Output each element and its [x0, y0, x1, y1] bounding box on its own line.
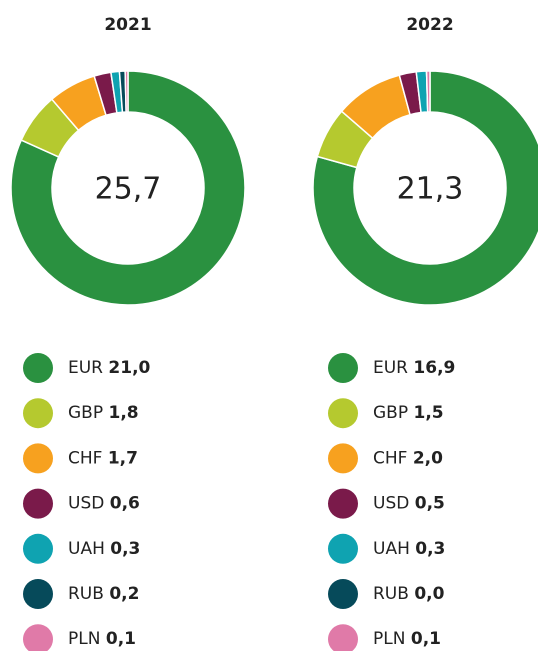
legend-label: PLN: [68, 629, 100, 649]
legend-swatch: [328, 579, 358, 609]
legend-entry: PLN 0,1: [373, 629, 441, 649]
legend-value: 0,5: [415, 494, 445, 514]
legend-swatch: [328, 353, 358, 383]
donut-segment: [425, 70, 431, 113]
legend-label: USD: [373, 494, 409, 514]
legend-value: 0,0: [414, 584, 444, 604]
legend-value: 0,6: [110, 494, 140, 514]
legend-entry: CHF 1,7: [68, 448, 138, 468]
legend-swatch: [328, 624, 358, 651]
legend-swatch: [328, 398, 358, 429]
legend-swatch: [23, 533, 53, 564]
legend-value: 16,9: [413, 358, 455, 378]
legend-entry: PLN 0,1: [68, 629, 136, 649]
center-total: 25,7: [95, 172, 162, 207]
legend-value: 0,3: [415, 539, 445, 559]
legend-value: 1,8: [109, 403, 139, 423]
donut-segment: [312, 70, 538, 306]
legend-label: RUB: [68, 584, 104, 604]
legend-entry: GBP 1,8: [68, 403, 139, 423]
center-total: 21,3: [397, 172, 464, 207]
legend-label: RUB: [373, 584, 409, 604]
legend-label: CHF: [373, 448, 407, 468]
legend-value: 1,7: [108, 448, 138, 468]
donut-segment: [124, 70, 129, 113]
legend-swatch: [23, 398, 53, 429]
legend-swatch: [23, 443, 53, 474]
legend-value: 21,0: [108, 358, 150, 378]
legend-value: 0,2: [109, 584, 139, 604]
legend-label: CHF: [68, 448, 102, 468]
legend-swatch: [328, 488, 358, 519]
legend-swatch: [328, 533, 358, 564]
legend-swatch: [23, 488, 53, 519]
donut-segment: [10, 70, 246, 306]
legend-label: GBP: [68, 403, 103, 423]
legend-value: 0,3: [110, 539, 140, 559]
legend-swatch: [328, 443, 358, 474]
legend-swatch: [23, 579, 53, 609]
legend-label: USD: [68, 494, 104, 514]
legend-entry: USD 0,6: [68, 494, 140, 514]
chart-title: 2021: [104, 15, 151, 35]
chart-title: 2022: [406, 15, 453, 35]
legend-label: EUR: [68, 358, 103, 378]
legend-swatch: [23, 624, 53, 651]
legend-entry: RUB 0,2: [68, 584, 139, 604]
legend-label: GBP: [373, 403, 408, 423]
legend-entry: GBP 1,5: [373, 403, 444, 423]
legend-swatch: [23, 353, 53, 383]
legend-entry: EUR 16,9: [373, 358, 455, 378]
legend-value: 2,0: [413, 448, 443, 468]
legend-value: 0,1: [411, 629, 441, 649]
legend-value: 1,5: [414, 403, 444, 423]
legend-entry: UAH 0,3: [68, 539, 140, 559]
legend-entry: CHF 2,0: [373, 448, 443, 468]
legend-entry: UAH 0,3: [373, 539, 445, 559]
legend-label: PLN: [373, 629, 405, 649]
legend-label: UAH: [68, 539, 105, 559]
legend-label: EUR: [373, 358, 408, 378]
legend-entry: EUR 21,0: [68, 358, 151, 378]
legend-entry: RUB 0,0: [373, 584, 445, 604]
legend-entry: USD 0,5: [373, 494, 445, 514]
legend-value: 0,1: [106, 629, 136, 649]
legend-label: UAH: [373, 539, 410, 559]
